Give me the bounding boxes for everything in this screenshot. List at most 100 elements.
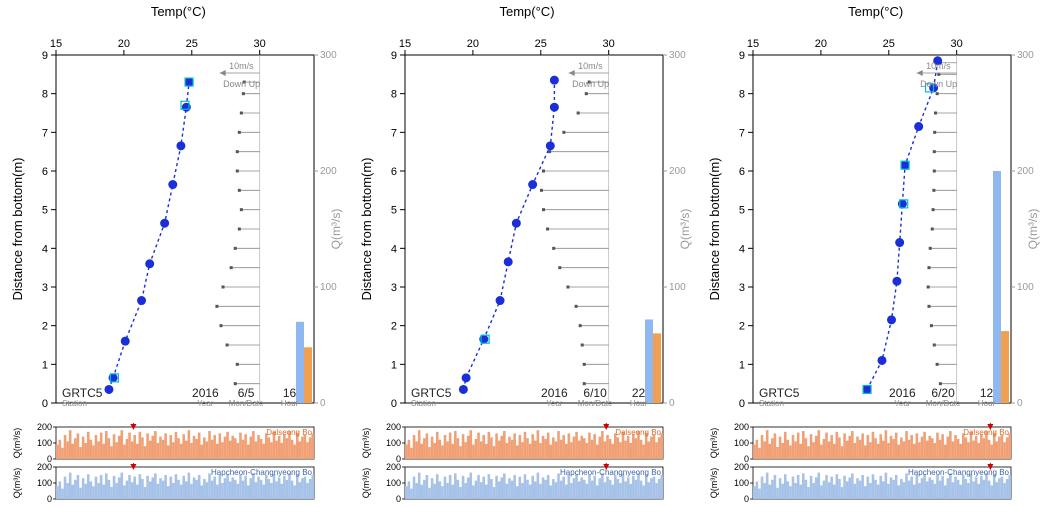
svg-text:7: 7 xyxy=(391,127,397,139)
svg-text:20: 20 xyxy=(466,38,478,50)
svg-text:25: 25 xyxy=(883,38,895,50)
svg-text:25: 25 xyxy=(534,38,546,50)
flow-strips: 0 100 200 Q(m³/s) Dalseong Bo0 100 200 Q(m³/s) H… xyxy=(705,423,1046,503)
svg-text:Down Up: Down Up xyxy=(572,79,609,89)
svg-text:12: 12 xyxy=(980,386,994,400)
svg-text:Hour: Hour xyxy=(978,399,996,408)
svg-text:0: 0 xyxy=(42,398,48,410)
svg-text:9: 9 xyxy=(739,50,745,62)
svg-text:2016: 2016 xyxy=(889,386,916,400)
svg-text:Year: Year xyxy=(197,399,214,408)
svg-text:6: 6 xyxy=(42,166,48,178)
strip-1: 0100200Q(m³/s)Hapcheon-Changnyeong Bo xyxy=(8,463,344,503)
svg-text:20: 20 xyxy=(815,38,827,50)
svg-text:Q(m³/s): Q(m³/s) xyxy=(12,428,22,459)
svg-text:0: 0 xyxy=(396,454,401,463)
svg-text:Hapcheon-Changnyeong Bo: Hapcheon-Changnyeong Bo xyxy=(211,468,313,477)
strip-0: 0 100 200 Q(m³/s) Dalseong Bo xyxy=(705,423,1041,463)
strip-1: 0100200Q(m³/s)Hapcheon-Changnyeong Bo xyxy=(705,463,1041,503)
svg-text:GRTC5: GRTC5 xyxy=(411,386,452,400)
svg-text:Mon/Date: Mon/Date xyxy=(229,399,264,408)
svg-text:Down Up: Down Up xyxy=(921,79,958,89)
svg-text:200: 200 xyxy=(734,423,749,432)
svg-text:6/20: 6/20 xyxy=(932,386,956,400)
svg-text:2: 2 xyxy=(739,321,745,333)
strip-0: 0100200Q(m³/s)Dalseong Bo xyxy=(8,423,344,463)
svg-text:10m/s: 10m/s xyxy=(229,61,254,71)
panel-1: Temp(°C)1520253001234567890100200300Dist… xyxy=(357,4,698,503)
svg-text:0: 0 xyxy=(744,454,749,463)
svg-text:Q(m³/s): Q(m³/s) xyxy=(709,428,719,459)
svg-text:100: 100 xyxy=(37,478,52,488)
svg-text:2016: 2016 xyxy=(192,386,219,400)
svg-text:9: 9 xyxy=(391,50,397,62)
svg-text:Station: Station xyxy=(411,399,436,408)
svg-text:5: 5 xyxy=(42,205,48,217)
strip-0: 0100200Q(m³/s)Dalseong Bo xyxy=(357,423,693,463)
svg-text:0: 0 xyxy=(1017,398,1023,409)
svg-text:6: 6 xyxy=(391,166,397,178)
svg-text:100: 100 xyxy=(734,478,749,488)
svg-text:0: 0 xyxy=(669,398,675,409)
svg-text:Q(m³/s): Q(m³/s) xyxy=(361,468,371,499)
svg-text:2: 2 xyxy=(42,321,48,333)
svg-text:8: 8 xyxy=(739,89,745,101)
svg-text:Distance from bottom(m): Distance from bottom(m) xyxy=(707,157,722,300)
svg-text:30: 30 xyxy=(254,38,266,50)
svg-text:Dalseong Bo: Dalseong Bo xyxy=(964,428,1010,437)
svg-text:8: 8 xyxy=(42,89,48,101)
svg-text:15: 15 xyxy=(50,38,62,50)
svg-text:2: 2 xyxy=(391,321,397,333)
svg-text:Year: Year xyxy=(895,399,912,408)
svg-text:200: 200 xyxy=(669,166,686,177)
svg-text:Q(m³/s): Q(m³/s) xyxy=(709,468,719,499)
svg-text:Hour: Hour xyxy=(281,399,299,408)
svg-text:5: 5 xyxy=(391,205,397,217)
svg-text:100: 100 xyxy=(320,282,337,293)
svg-text:Q(m³/s): Q(m³/s) xyxy=(1026,209,1040,250)
svg-text:Hapcheon-Changnyeong Bo: Hapcheon-Changnyeong Bo xyxy=(908,468,1010,477)
svg-text:0: 0 xyxy=(47,454,52,463)
svg-text:0: 0 xyxy=(396,494,401,503)
svg-text:200: 200 xyxy=(37,423,52,432)
svg-text:1: 1 xyxy=(739,359,745,371)
svg-text:4: 4 xyxy=(739,243,745,255)
svg-text:Dalseong Bo: Dalseong Bo xyxy=(615,428,661,437)
svg-text:8: 8 xyxy=(391,89,397,101)
svg-text:16: 16 xyxy=(283,386,297,400)
svg-text:Distance from bottom(m): Distance from bottom(m) xyxy=(10,157,25,300)
svg-text:Distance from bottom(m): Distance from bottom(m) xyxy=(359,157,374,300)
svg-text:Station: Station xyxy=(759,399,784,408)
svg-text:6/5: 6/5 xyxy=(238,386,255,400)
svg-text:0: 0 xyxy=(47,494,52,503)
svg-text:3: 3 xyxy=(391,282,397,294)
svg-text:300: 300 xyxy=(320,50,337,61)
svg-text:Mon/Date: Mon/Date xyxy=(926,399,961,408)
svg-text:Dalseong Bo: Dalseong Bo xyxy=(266,428,312,437)
svg-text:300: 300 xyxy=(1017,50,1034,61)
svg-text:200: 200 xyxy=(734,463,749,472)
svg-text:7: 7 xyxy=(42,127,48,139)
svg-text:Q(m³/s): Q(m³/s) xyxy=(12,468,22,499)
svg-text:20: 20 xyxy=(118,38,130,50)
svg-text:7: 7 xyxy=(739,127,745,139)
svg-text:Q(m³/s): Q(m³/s) xyxy=(329,209,343,250)
svg-text:3: 3 xyxy=(42,282,48,294)
svg-text:GRTC5: GRTC5 xyxy=(62,386,103,400)
chart-title: Temp(°C) xyxy=(357,4,698,19)
svg-text:4: 4 xyxy=(42,243,48,255)
svg-text:300: 300 xyxy=(669,50,686,61)
svg-text:0: 0 xyxy=(739,398,745,410)
svg-text:GRTC5: GRTC5 xyxy=(759,386,800,400)
svg-text:6/10: 6/10 xyxy=(583,386,607,400)
profile-plot: 1520253001234567890100200300Distance fro… xyxy=(357,21,693,421)
svg-text:22: 22 xyxy=(632,386,646,400)
svg-text:3: 3 xyxy=(739,282,745,294)
svg-text:Mon/Date: Mon/Date xyxy=(577,399,612,408)
svg-text:100: 100 xyxy=(386,438,401,448)
panel-0: Temp(°C)1520253001234567890100200300Dist… xyxy=(8,4,349,503)
svg-text:200: 200 xyxy=(1017,166,1034,177)
svg-text:100: 100 xyxy=(734,438,749,448)
strip-1: 0100200Q(m³/s)Hapcheon-Changnyeong Bo xyxy=(357,463,693,503)
svg-text:Station: Station xyxy=(62,399,87,408)
